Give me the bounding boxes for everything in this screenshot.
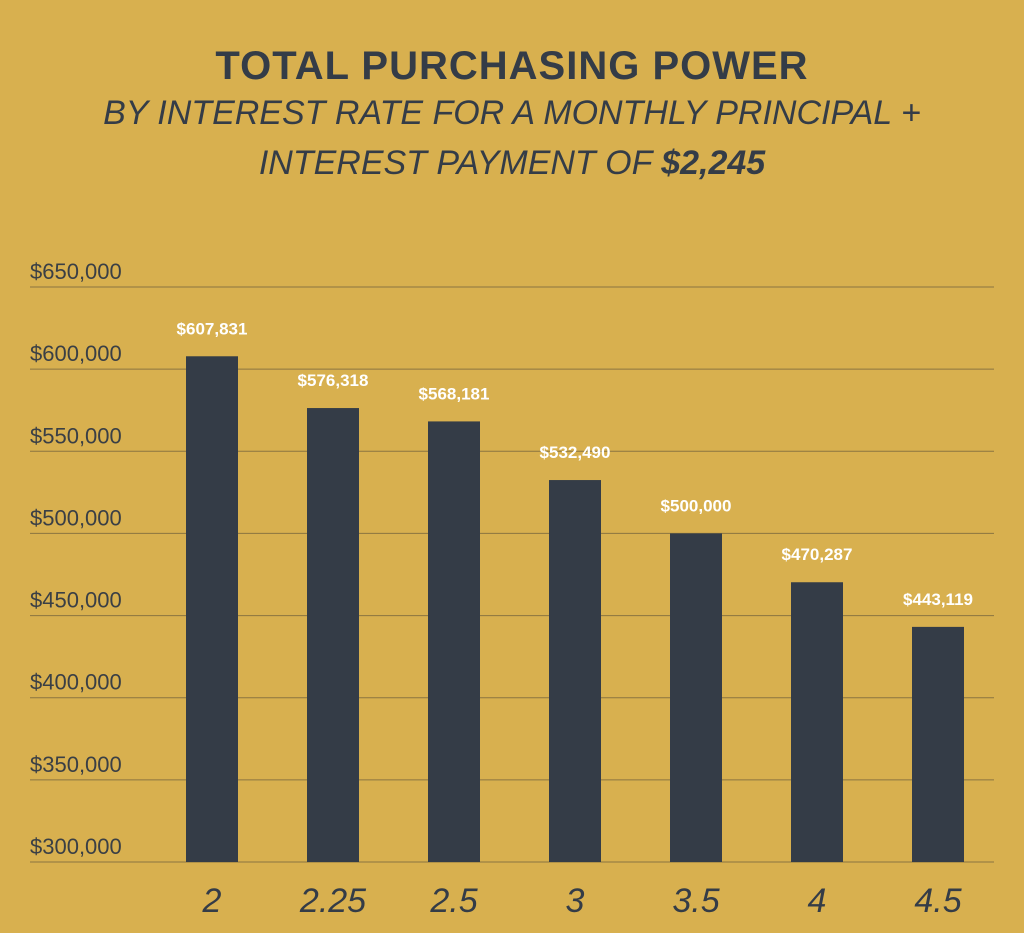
x-tick-label: 3 <box>566 882 585 920</box>
data-label: $568,181 <box>419 384 490 403</box>
subtitle-prefix: INTEREST PAYMENT OF <box>258 144 662 182</box>
bar <box>791 582 843 862</box>
chart-subtitle-line-2: INTEREST PAYMENT OF $2,245 <box>0 144 1024 183</box>
bar <box>428 421 480 862</box>
data-label: $607,831 <box>177 319 248 338</box>
chart-title: TOTAL PURCHASING POWER <box>215 44 809 88</box>
y-tick-label: $350,000 <box>30 752 122 777</box>
bar <box>549 480 601 862</box>
y-tick-label: $300,000 <box>30 834 122 859</box>
data-label: $500,000 <box>661 496 732 515</box>
x-tick-label: 2.25 <box>299 882 366 920</box>
y-tick-label: $650,000 <box>30 259 122 284</box>
data-label: $576,318 <box>298 371 369 390</box>
bar <box>186 356 238 862</box>
bar <box>670 533 722 862</box>
data-label: $470,287 <box>782 545 853 564</box>
x-tick-label: 2.5 <box>429 882 477 920</box>
bar <box>912 626 964 862</box>
y-tick-label: $600,000 <box>30 341 122 366</box>
data-label: $532,490 <box>540 443 611 462</box>
x-tick-label: 4.5 <box>914 882 961 920</box>
data-label: $443,119 <box>903 590 973 609</box>
y-tick-label: $400,000 <box>30 670 122 695</box>
x-tick-label: 3.5 <box>672 882 719 920</box>
payment-amount: $2,245 <box>661 144 766 182</box>
bar <box>307 408 359 862</box>
y-tick-label: $500,000 <box>30 505 122 530</box>
y-tick-label: $550,000 <box>30 423 122 448</box>
chart-subtitle-line-1: BY INTEREST RATE FOR A MONTHLY PRINCIPAL… <box>103 94 921 132</box>
x-tick-label: 4 <box>808 882 827 920</box>
x-tick-label: 2 <box>202 882 222 920</box>
y-tick-label: $450,000 <box>30 588 122 613</box>
